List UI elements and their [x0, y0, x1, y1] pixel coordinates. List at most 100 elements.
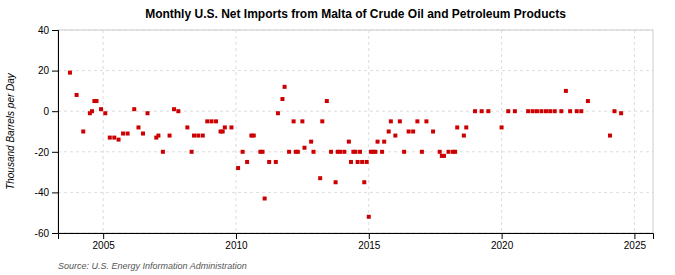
point: [303, 146, 307, 150]
point: [389, 119, 393, 123]
y-axis-title: Thousand Barrels per Day: [5, 72, 16, 190]
point: [446, 150, 450, 154]
point: [196, 134, 200, 138]
point: [535, 109, 539, 113]
point: [486, 109, 490, 113]
point: [402, 150, 406, 154]
point: [241, 150, 245, 154]
tick-label: -20: [35, 147, 50, 158]
point: [300, 119, 304, 123]
point: [586, 99, 590, 103]
tick-label: -40: [35, 187, 50, 198]
point: [473, 109, 477, 113]
plot-frame: [58, 30, 653, 233]
point: [455, 125, 459, 129]
point: [373, 150, 377, 154]
point: [347, 140, 351, 144]
point: [287, 150, 291, 154]
point: [280, 97, 284, 101]
point: [564, 89, 568, 93]
point: [103, 111, 107, 115]
point: [236, 166, 240, 170]
point: [192, 134, 196, 138]
point: [362, 180, 366, 184]
point: [420, 150, 424, 154]
point: [356, 160, 360, 164]
point: [608, 134, 612, 138]
point: [338, 150, 342, 154]
tick-label: -60: [35, 228, 50, 239]
point: [367, 215, 371, 219]
tick: 2010: [225, 233, 248, 251]
tick-label: 2025: [624, 240, 647, 251]
point: [99, 107, 103, 111]
tick: 40: [38, 25, 58, 36]
point: [575, 109, 579, 113]
point: [526, 109, 530, 113]
point: [531, 109, 535, 113]
tick-label: 2020: [491, 240, 514, 251]
point: [579, 109, 583, 113]
tick-label: 0: [43, 106, 49, 117]
point: [176, 109, 180, 113]
point: [438, 150, 442, 154]
axis-line: [52, 31, 59, 234]
point: [329, 150, 333, 154]
point: [360, 160, 364, 164]
point: [261, 150, 265, 154]
tick: -60: [35, 228, 58, 239]
grid-line-y: [58, 70, 653, 71]
tick: 2020: [491, 233, 514, 251]
point: [398, 119, 402, 123]
point: [312, 150, 316, 154]
point: [513, 109, 517, 113]
point: [415, 119, 419, 123]
tick: 0: [43, 106, 58, 117]
tick-mark: [52, 192, 58, 193]
y-axis: -60-40-2002040: [35, 25, 59, 239]
tick-mark: [52, 111, 58, 112]
point: [161, 150, 165, 154]
point: [126, 132, 130, 136]
grid-line-x: [501, 30, 502, 233]
point: [205, 119, 209, 123]
point: [342, 150, 346, 154]
point: [480, 109, 484, 113]
tick: 2005: [93, 233, 116, 251]
point: [559, 109, 563, 113]
tick-label: 2005: [93, 240, 116, 251]
point: [407, 130, 411, 134]
point: [506, 109, 510, 113]
point: [442, 154, 446, 158]
point: [376, 140, 380, 144]
point: [354, 150, 358, 154]
title: Monthly U.S. Net Imports from Malta of C…: [145, 7, 566, 21]
point: [112, 136, 116, 140]
point: [325, 99, 329, 103]
point: [214, 119, 218, 123]
point: [320, 119, 324, 123]
tick-mark: [236, 233, 237, 239]
tick-label: 40: [38, 25, 50, 36]
point: [81, 130, 85, 134]
point: [500, 125, 504, 129]
point: [387, 130, 391, 134]
axis-line: [59, 234, 654, 240]
point: [190, 150, 194, 154]
tick-mark: [369, 233, 370, 239]
point: [544, 109, 548, 113]
point: [223, 125, 227, 129]
point: [453, 150, 457, 154]
grid-line-x: [368, 30, 369, 233]
point: [172, 107, 176, 111]
grid-line-x: [634, 30, 635, 233]
point: [108, 136, 112, 140]
point: [201, 134, 205, 138]
tick: 2025: [624, 233, 647, 251]
point: [380, 150, 384, 154]
point: [349, 160, 353, 164]
point: [393, 134, 397, 138]
point: [221, 130, 225, 134]
point: [276, 111, 280, 115]
point: [424, 119, 428, 123]
